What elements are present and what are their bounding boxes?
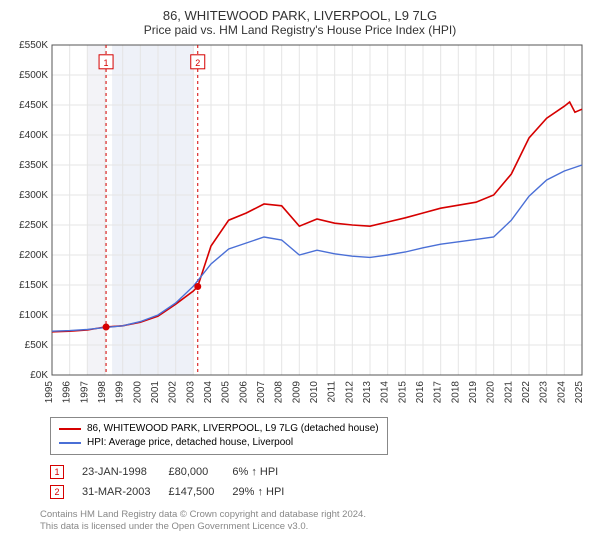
svg-text:1998: 1998 [97,381,108,404]
svg-text:2020: 2020 [486,381,497,404]
svg-text:2019: 2019 [468,381,479,404]
svg-text:£50K: £50K [25,340,49,351]
svg-text:2009: 2009 [291,381,302,404]
markers-table: 1 23-JAN-1998 £80,000 6% ↑ HPI 2 31-MAR-… [40,461,294,503]
svg-text:2001: 2001 [150,381,161,404]
svg-text:£250K: £250K [19,220,48,231]
chart-subtitle: Price paid vs. HM Land Registry's House … [10,23,590,37]
footer-attribution: Contains HM Land Registry data © Crown c… [40,509,590,534]
svg-text:2007: 2007 [256,381,267,404]
marker-badge: 1 [50,465,64,479]
svg-text:1996: 1996 [62,381,73,404]
svg-text:£100K: £100K [19,310,48,321]
svg-text:2021: 2021 [503,381,514,404]
svg-text:1999: 1999 [115,381,126,404]
svg-text:2000: 2000 [132,381,143,404]
chart-plot: £0K £50K £100K £150K £200K £250K £300K £350K £40… [10,41,590,411]
svg-text:£550K: £550K [19,41,48,51]
svg-text:£350K: £350K [19,160,48,171]
svg-text:£450K: £450K [19,100,48,111]
svg-text:2003: 2003 [185,381,196,404]
svg-text:2016: 2016 [415,381,426,404]
svg-text:£200K: £200K [19,250,48,261]
svg-text:2022: 2022 [521,381,532,404]
table-row: 2 31-MAR-2003 £147,500 29% ↑ HPI [42,483,292,501]
svg-text:2012: 2012 [344,381,355,404]
legend-label: HPI: Average price, detached house, Live… [87,436,293,450]
svg-text:2025: 2025 [574,381,585,404]
marker-price: £147,500 [160,483,222,501]
svg-text:1995: 1995 [44,381,55,404]
table-row: 1 23-JAN-1998 £80,000 6% ↑ HPI [42,463,292,481]
marker-price: £80,000 [160,463,222,481]
svg-text:2023: 2023 [539,381,550,404]
svg-text:2004: 2004 [203,381,214,404]
svg-text:£300K: £300K [19,190,48,201]
marker-pct: 29% ↑ HPI [224,483,292,501]
svg-text:2: 2 [195,58,200,68]
chart-title: 86, WHITEWOOD PARK, LIVERPOOL, L9 7LG [10,8,590,23]
marker-date: 31-MAR-2003 [74,483,158,501]
svg-text:£500K: £500K [19,70,48,81]
legend-label: 86, WHITEWOOD PARK, LIVERPOOL, L9 7LG (d… [87,422,379,436]
svg-text:£400K: £400K [19,130,48,141]
svg-text:2005: 2005 [221,381,232,404]
svg-text:£150K: £150K [19,280,48,291]
svg-text:2018: 2018 [450,381,461,404]
svg-text:2006: 2006 [238,381,249,404]
svg-text:2010: 2010 [309,381,320,404]
svg-text:2013: 2013 [362,381,373,404]
svg-text:1997: 1997 [79,381,90,404]
marker-date: 23-JAN-1998 [74,463,158,481]
svg-text:£0K: £0K [30,370,48,381]
svg-text:2015: 2015 [397,381,408,404]
svg-text:2024: 2024 [556,381,567,404]
svg-text:2017: 2017 [433,381,444,404]
marker-pct: 6% ↑ HPI [224,463,292,481]
svg-text:2008: 2008 [274,381,285,404]
svg-text:2014: 2014 [380,381,391,404]
svg-text:2011: 2011 [327,381,338,403]
legend-swatch [59,428,81,430]
svg-text:1: 1 [104,58,109,68]
marker-badge: 2 [50,485,64,499]
legend: 86, WHITEWOOD PARK, LIVERPOOL, L9 7LG (d… [50,417,388,455]
legend-swatch [59,442,81,444]
svg-text:2002: 2002 [168,381,179,404]
